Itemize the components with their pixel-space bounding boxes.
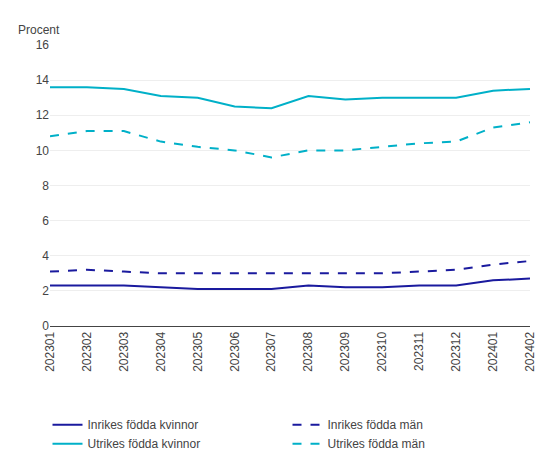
svg-text:202304: 202304: [154, 331, 168, 371]
svg-text:Inrikes födda kvinnor: Inrikes födda kvinnor: [88, 418, 199, 432]
svg-text:16: 16: [36, 38, 50, 52]
svg-text:202310: 202310: [375, 331, 389, 371]
svg-text:202303: 202303: [117, 331, 131, 371]
svg-text:Inrikes födda män: Inrikes födda män: [328, 418, 423, 432]
svg-text:202312: 202312: [449, 331, 463, 371]
svg-text:202309: 202309: [338, 331, 352, 371]
svg-text:202307: 202307: [264, 331, 278, 371]
svg-text:Utrikes födda kvinnor: Utrikes födda kvinnor: [88, 437, 201, 451]
svg-text:202402: 202402: [523, 331, 537, 371]
svg-text:202306: 202306: [228, 331, 242, 371]
svg-text:6: 6: [42, 214, 49, 228]
svg-text:0: 0: [42, 319, 49, 333]
svg-text:202308: 202308: [301, 331, 315, 371]
svg-text:Utrikes födda män: Utrikes födda män: [328, 437, 425, 451]
svg-text:4: 4: [42, 249, 49, 263]
svg-text:202401: 202401: [486, 331, 500, 371]
svg-text:14: 14: [36, 73, 50, 87]
svg-text:2: 2: [42, 284, 49, 298]
svg-text:202302: 202302: [80, 331, 94, 371]
svg-text:Procent: Procent: [18, 23, 60, 37]
svg-text:202301: 202301: [43, 331, 57, 371]
svg-text:202305: 202305: [191, 331, 205, 371]
svg-text:202311: 202311: [412, 331, 426, 370]
svg-text:10: 10: [36, 144, 50, 158]
svg-text:12: 12: [36, 108, 50, 122]
svg-text:8: 8: [42, 179, 49, 193]
